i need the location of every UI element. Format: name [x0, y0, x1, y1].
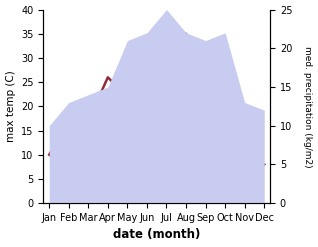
Y-axis label: max temp (C): max temp (C)	[5, 70, 16, 142]
X-axis label: date (month): date (month)	[113, 228, 200, 242]
Y-axis label: med. precipitation (kg/m2): med. precipitation (kg/m2)	[303, 45, 313, 167]
